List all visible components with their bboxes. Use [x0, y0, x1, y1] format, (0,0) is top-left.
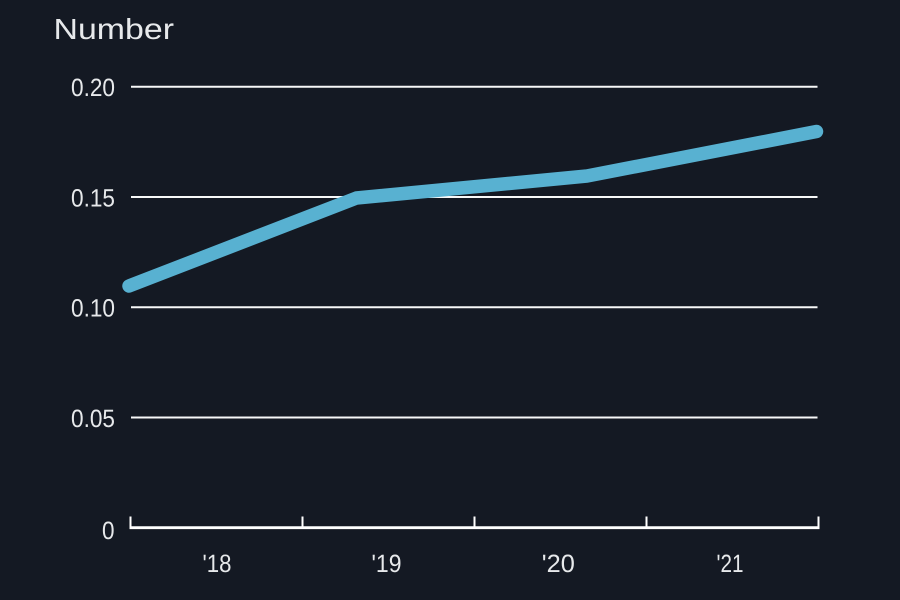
svg-text:0.10: 0.10: [71, 295, 115, 323]
svg-text:0.20: 0.20: [71, 74, 115, 102]
svg-text:0.05: 0.05: [71, 405, 115, 433]
svg-text:'20: '20: [542, 550, 575, 578]
svg-text:Number: Number: [54, 14, 175, 46]
svg-text:0.15: 0.15: [71, 184, 115, 212]
svg-text:'21: '21: [717, 550, 744, 578]
svg-text:'19: '19: [372, 550, 402, 578]
svg-text:'18: '18: [203, 550, 232, 578]
svg-text:0: 0: [102, 517, 115, 545]
